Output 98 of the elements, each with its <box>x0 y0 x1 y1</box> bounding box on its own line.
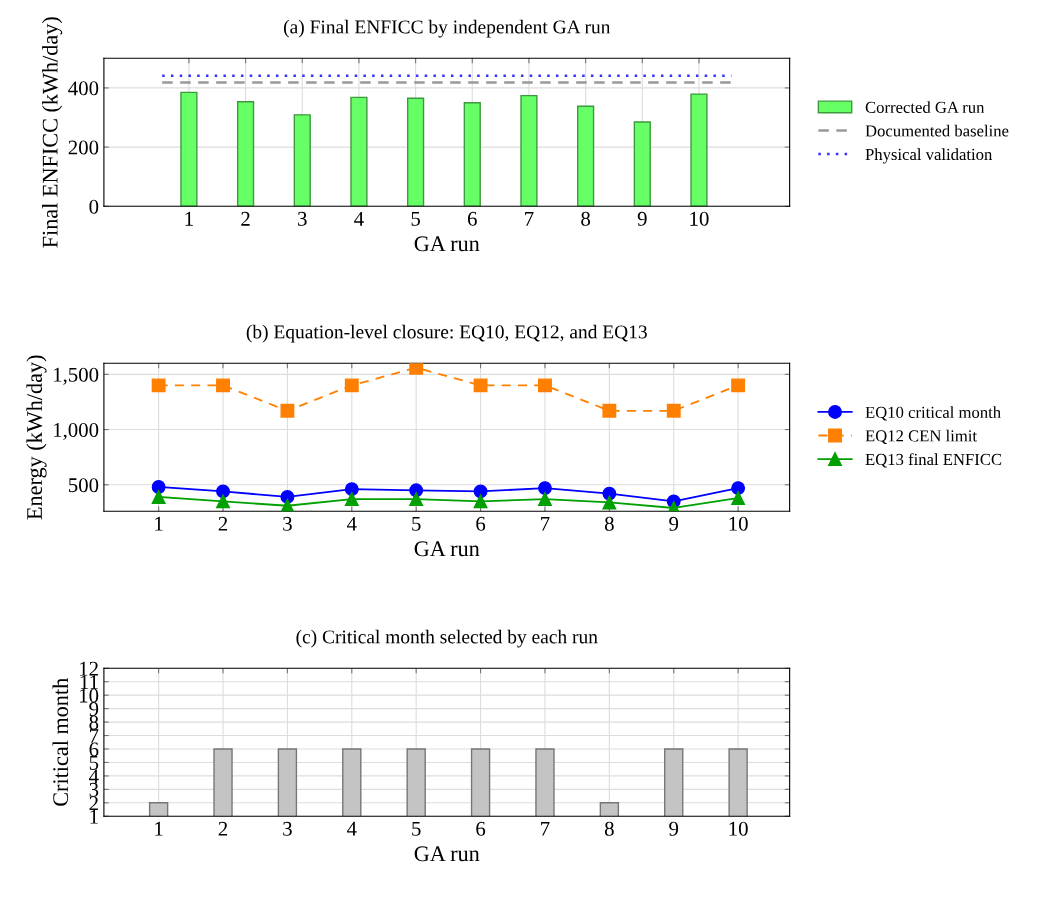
y-tick-label: 7 <box>90 729 99 743</box>
bar <box>236 101 255 207</box>
y-tick-label: 5 <box>89 756 99 770</box>
point <box>280 403 295 418</box>
x-tick-label: 6 <box>476 516 486 531</box>
y-tick-label: 4 <box>89 769 99 784</box>
x-tick-label: 6 <box>476 821 486 836</box>
chart-title: (b) Equation-level closure: EQ10, EQ12, and EQ13 <box>246 324 647 343</box>
y-tick-label: 6 <box>89 742 99 757</box>
x-tick-label: 6 <box>467 211 477 226</box>
y-tick-label: 400 <box>68 81 99 96</box>
x-tick-label: 3 <box>283 821 292 836</box>
x-tick-label: 8 <box>604 516 614 531</box>
x-tick-label: 3 <box>283 516 292 531</box>
y-tick-label: 200 <box>68 140 99 155</box>
point <box>666 403 681 418</box>
x-tick-label: 8 <box>604 821 614 836</box>
point <box>602 495 617 510</box>
legend-label: EQ10 critical month <box>865 406 1001 421</box>
y-tick-label: 1,500 <box>54 367 99 385</box>
point <box>538 492 552 507</box>
x-tick-label: 10 <box>729 516 748 531</box>
point <box>151 480 166 494</box>
x-tick-label: 1 <box>155 516 163 531</box>
point <box>473 378 488 393</box>
bar <box>463 102 481 207</box>
y-tick-label: 3 <box>89 782 99 797</box>
y-axis-title: Final ENFICC (kWh/day) <box>42 17 63 248</box>
y-tick-label: 9 <box>89 702 99 717</box>
point <box>538 378 552 393</box>
x-tick-label: 2 <box>218 821 228 836</box>
bar <box>350 96 368 207</box>
point <box>409 363 424 375</box>
y-tick-label: 11 <box>80 675 98 689</box>
chart-title: (c) Critical month selected by each run <box>296 629 598 648</box>
point <box>344 492 359 507</box>
x-tick-label: 8 <box>581 211 591 226</box>
x-tick-label: 3 <box>298 211 307 226</box>
x-axis-title: GA run <box>414 846 480 862</box>
bar <box>690 93 708 207</box>
bar <box>406 97 425 207</box>
y-tick-label: 12 <box>80 661 98 676</box>
bar <box>293 114 311 207</box>
x-tick-label: 4 <box>347 821 357 836</box>
x-tick-label: 9 <box>637 211 647 226</box>
x-tick-label: 7 <box>541 821 550 836</box>
bar <box>633 121 651 207</box>
y-tick-label: 10 <box>80 688 99 703</box>
x-tick-label: 5 <box>412 516 421 531</box>
x-tick-label: 4 <box>354 211 364 226</box>
point <box>409 492 424 507</box>
legend-label: Documented baseline <box>865 124 1009 137</box>
legend-label: Corrected GA run <box>865 101 985 113</box>
point <box>216 494 230 509</box>
point <box>151 489 166 504</box>
legend-label: EQ12 CEN limit <box>865 429 977 445</box>
x-tick-label: 9 <box>669 821 679 836</box>
point <box>731 481 746 496</box>
point <box>473 484 488 499</box>
x-axis-title: GA run <box>414 541 480 557</box>
point <box>216 378 230 393</box>
x-tick-label: 7 <box>525 211 534 226</box>
x-tick-label: 1 <box>155 821 163 836</box>
point <box>344 378 359 393</box>
y-tick-label: 500 <box>69 478 99 493</box>
x-tick-label: 7 <box>541 516 550 531</box>
x-tick-label: 4 <box>347 516 357 531</box>
bar <box>576 105 595 207</box>
x-tick-label: 5 <box>412 821 421 836</box>
point <box>731 491 746 505</box>
x-tick-label: 10 <box>729 821 748 836</box>
y-axis-title: Critical month <box>52 678 69 806</box>
bar <box>180 91 198 207</box>
point <box>666 501 681 512</box>
legend-label: EQ13 final ENFICC <box>865 453 1002 468</box>
y-tick-label: 1,000 <box>54 422 99 440</box>
point <box>602 403 617 418</box>
y-axis-title: Energy (kWh/day) <box>26 355 47 520</box>
legend-label: Physical validation <box>865 148 993 164</box>
x-tick-label: 5 <box>411 211 420 226</box>
point <box>473 494 488 509</box>
bar <box>520 94 538 207</box>
point <box>280 498 295 512</box>
point <box>344 482 359 497</box>
point <box>151 378 166 393</box>
y-tick-label: 1 <box>90 809 98 824</box>
x-tick-label: 2 <box>241 211 250 226</box>
point <box>731 378 746 393</box>
x-tick-label: 9 <box>669 516 679 531</box>
y-tick-label: 2 <box>89 796 98 811</box>
point <box>538 481 552 496</box>
x-tick-label: 2 <box>218 516 228 531</box>
x-tick-label: 1 <box>185 211 193 226</box>
x-axis-title: GA run <box>414 236 480 252</box>
x-tick-label: 10 <box>690 211 709 226</box>
y-tick-label: 0 <box>89 199 99 214</box>
y-tick-label: 8 <box>89 715 99 730</box>
chart-title: (a) Final ENFICC by independent GA run <box>283 19 611 38</box>
